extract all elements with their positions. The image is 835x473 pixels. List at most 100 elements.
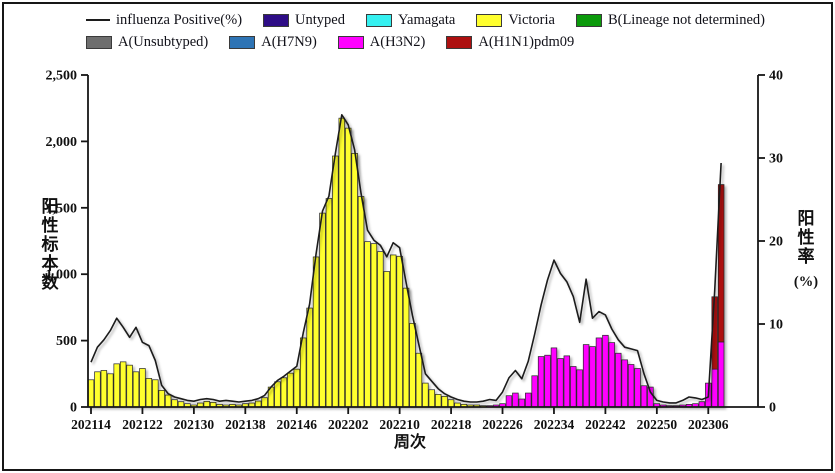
bar-segment-ah3n2-202236 <box>563 355 571 408</box>
legend-label: Yamagata <box>397 11 456 28</box>
right-axis-tick-label: 20 <box>769 235 783 250</box>
bars-group <box>87 117 725 408</box>
legend-row-1: influenza Positive(%) Untyped Yamagata Vict… <box>86 9 765 31</box>
color-swatch-icon <box>365 13 392 27</box>
bar-segment-ah3n2-202307 <box>711 368 718 408</box>
bar-segment-ah3n2-202231 <box>531 375 538 408</box>
color-swatch-icon <box>86 35 112 49</box>
right-axis-tick-label: 30 <box>769 152 783 167</box>
bar-segment-victoria-202201 <box>338 117 345 408</box>
bar-segment-victoria-202212 <box>409 322 416 408</box>
legend-label: A(H7N9) <box>261 33 317 50</box>
bar-segment-ah3n2-202308 <box>717 341 725 408</box>
bar-segment-victoria-202126 <box>164 394 172 408</box>
x-axis-tick-label: 202234 <box>534 417 575 432</box>
bar-segment-ah3n2-202244 <box>615 352 622 408</box>
bar-segment-victoria-202115 <box>94 371 101 408</box>
axes-group: 0 500 1,000 1,500 2,000 2,500 0 10 20 30 40 202114 2… <box>42 69 819 452</box>
x-axis-tick-label: 202218 <box>431 417 472 432</box>
bar-segment-victoria-202214 <box>422 382 429 408</box>
x-axis-tick-label: 202242 <box>585 417 626 432</box>
left-axis-title: 本 <box>42 253 59 273</box>
bar-segment-victoria-202127 <box>171 399 178 408</box>
bar-segment-victoria-202215 <box>428 389 435 408</box>
right-axis-title: 性 <box>798 227 815 247</box>
bar-segment-victoria-202207 <box>377 251 384 408</box>
bar-segment-ah1n1pdm09-202308 <box>717 184 725 343</box>
legend-item-b-lineage-not-determined: B(Lineage not determined) <box>575 11 765 29</box>
bar-segment-victoria-202210 <box>396 255 403 408</box>
x-axis-tick-label: 202114 <box>71 417 111 432</box>
bar-segment-victoria-202152 <box>332 155 339 408</box>
bar-segment-victoria-202124 <box>152 379 159 408</box>
legend-item-a-h7n9: A(H7N9) <box>229 34 317 51</box>
left-axis-title: 性 <box>42 215 59 235</box>
x-axis-tick-label: 202250 <box>637 417 678 432</box>
bar-segment-ah3n2-202241 <box>595 337 603 408</box>
bar-segment-ah3n2-202248 <box>640 385 648 408</box>
bar-segment-victoria-202208 <box>383 271 390 408</box>
bar-segment-victoria-202145 <box>287 372 294 408</box>
bar-segment-ah3n2-202233 <box>544 354 551 408</box>
legend-label: B(Lineage not determined) <box>607 11 765 28</box>
bar-segment-ah3n2-202245 <box>621 359 628 408</box>
bar-segment-ah3n2-202247 <box>634 368 641 408</box>
right-axis-tick-label: 10 <box>769 318 783 333</box>
bar-segment-victoria-202146 <box>293 368 300 408</box>
legend-item-yamagata: Yamagata <box>365 11 456 29</box>
bar-segment-victoria-202121 <box>132 371 140 408</box>
left-axis-tick-label: 2,000 <box>46 135 78 150</box>
bar-segment-victoria-202148 <box>306 307 313 408</box>
x-axis-title: 周次 <box>394 432 426 451</box>
bar-segment-victoria-202150 <box>319 212 326 408</box>
legend-item-a-h3n2: A(H3N2) <box>337 33 426 51</box>
bar-segment-victoria-202205 <box>364 241 371 408</box>
bar-segment-victoria-202144 <box>280 377 288 408</box>
bar-segment-ah3n2-202229 <box>518 398 526 408</box>
right-axis-tick-label: 40 <box>769 69 783 84</box>
bar-segment-ah3n2-202246 <box>627 364 635 408</box>
color-swatch-icon <box>575 13 602 27</box>
legend-item-a-unsubtyped: A(Unsubtyped) <box>86 34 208 51</box>
bar-segment-victoria-202217 <box>441 396 448 408</box>
legend-label: A(H3N2) <box>369 33 426 50</box>
color-swatch-icon <box>337 35 364 49</box>
legend-label: influenza Positive(%) <box>116 11 243 28</box>
bar-segment-victoria-202213 <box>415 352 423 408</box>
left-axis-tick-label: 2,500 <box>46 69 78 84</box>
bar-segment-victoria-202123 <box>145 378 153 408</box>
bar-segment-victoria-202141 <box>261 397 268 408</box>
x-axis-tick-label: 202226 <box>482 417 523 432</box>
bar-segment-victoria-202114 <box>87 379 95 408</box>
x-axis-tick-label: 202138 <box>225 417 266 432</box>
bar-segment-ah3n2-202237 <box>570 366 577 408</box>
color-swatch-icon <box>229 35 256 49</box>
rate-line-group <box>90 114 722 404</box>
left-axis-title: 标 <box>42 234 59 254</box>
bar-segment-ah3n2-202228 <box>512 392 519 408</box>
bar-segment-ah3n2-202240 <box>589 346 596 408</box>
left-axis-title: 阳 <box>42 197 59 216</box>
bar-segment-ah3n2-202232 <box>537 356 545 408</box>
bar-segment-ah3n2-202239 <box>582 344 590 408</box>
left-axis-tick-label: 1,000 <box>46 268 78 283</box>
legend-label: A(Unsubtyped) <box>118 33 209 50</box>
left-axis-title: 数 <box>42 272 60 292</box>
bar-segment-ah3n2-202238 <box>576 369 583 408</box>
positive-rate-line <box>90 114 722 404</box>
bar-segment-victoria-202204 <box>357 196 365 408</box>
legend-label: A(H1N1)pdm09 <box>478 33 575 50</box>
bar-segment-ah3n2-202227 <box>505 395 513 408</box>
x-axis-tick-label: 202306 <box>688 417 729 432</box>
bar-segment-victoria-202151 <box>325 198 333 408</box>
bar-segment-victoria-202119 <box>119 361 127 408</box>
legend-label: Untyped <box>295 11 345 28</box>
chart-legend: influenza Positive(%) Untyped Yamagata Vict… <box>86 9 765 53</box>
right-axis-title: 阳 <box>798 209 815 228</box>
x-axis-tick-label: 202122 <box>122 417 163 432</box>
legend-item-a-h1n1pdm09: A(H1N1)pdm09 <box>446 34 574 51</box>
right-axis-unit: (%) <box>794 274 818 290</box>
legend-label: Victoria <box>508 11 555 28</box>
bar-segment-ah3n2-202235 <box>557 358 564 408</box>
